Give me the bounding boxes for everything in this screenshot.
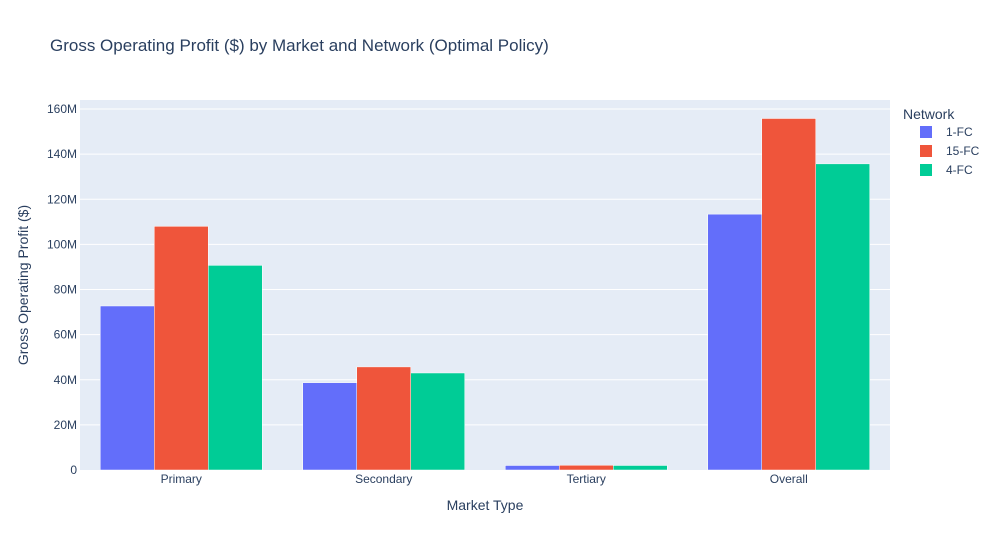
- bars: [100, 118, 870, 471]
- y-axis-ticks: 0 20M 40M 60M 80M 100M 120M 140M 160M: [47, 102, 77, 477]
- legend-swatch[interactable]: [920, 126, 932, 138]
- bar-15-fc-tertiary[interactable]: [559, 465, 614, 471]
- bar-15-fc-overall[interactable]: [761, 118, 816, 471]
- y-tick-label: 140M: [47, 147, 77, 161]
- x-tick-label: Tertiary: [567, 472, 606, 486]
- bar-15-fc-primary[interactable]: [154, 226, 209, 471]
- bar-15-fc-secondary[interactable]: [356, 366, 411, 471]
- bar-4-fc-tertiary[interactable]: [613, 465, 668, 471]
- x-axis-title: Market Type: [447, 497, 524, 513]
- x-axis-ticks: Primary Secondary Tertiary Overall: [161, 472, 808, 486]
- x-tick-label: Secondary: [355, 472, 412, 486]
- bar-1-fc-overall[interactable]: [707, 213, 762, 471]
- y-tick-label: 60M: [54, 328, 77, 342]
- chart-title: Gross Operating Profit ($) by Market and…: [50, 36, 549, 55]
- y-tick-label: 0: [70, 463, 77, 477]
- bar-1-fc-secondary[interactable]: [302, 382, 357, 471]
- legend-label[interactable]: 1-FC: [946, 125, 973, 139]
- legend-swatch[interactable]: [920, 164, 932, 176]
- legend-swatch[interactable]: [920, 145, 932, 157]
- y-tick-label: 20M: [54, 418, 77, 432]
- bar-4-fc-primary[interactable]: [208, 265, 263, 471]
- y-tick-label: 120M: [47, 192, 77, 206]
- legend-label[interactable]: 4-FC: [946, 163, 973, 177]
- y-axis-title: Gross Operating Profit ($): [15, 205, 31, 365]
- x-tick-label: Overall: [770, 472, 808, 486]
- legend[interactable]: Network 1-FC 15-FC 4-FC: [903, 106, 980, 177]
- y-tick-label: 160M: [47, 102, 77, 116]
- bar-4-fc-secondary[interactable]: [410, 372, 465, 471]
- bar-1-fc-tertiary[interactable]: [505, 465, 560, 471]
- y-tick-label: 40M: [54, 373, 77, 387]
- x-tick-label: Primary: [161, 472, 202, 486]
- legend-label[interactable]: 15-FC: [946, 144, 980, 158]
- legend-title: Network: [903, 106, 955, 122]
- bar-1-fc-primary[interactable]: [100, 305, 155, 471]
- y-tick-label: 80M: [54, 283, 77, 297]
- y-tick-label: 100M: [47, 237, 77, 251]
- bar-4-fc-overall[interactable]: [815, 163, 870, 471]
